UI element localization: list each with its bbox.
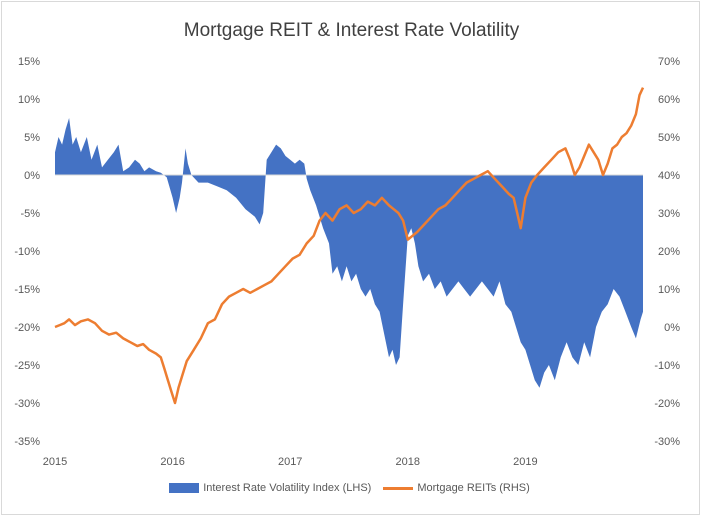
- x-tick-label: 2018: [396, 456, 420, 468]
- y-left-tick-label: 15%: [18, 56, 40, 68]
- y-right-tick-label: 30%: [658, 208, 680, 220]
- legend-label-reits: Mortgage REITs (RHS): [417, 482, 530, 494]
- y-left-tick-label: -15%: [14, 284, 40, 296]
- chart-title: Mortgage REIT & Interest Rate Volatility: [183, 20, 520, 41]
- y-right-tick-label: 10%: [658, 284, 680, 296]
- y-right-tick-label: 70%: [658, 56, 680, 68]
- y-left-tick-label: 10%: [18, 94, 40, 106]
- chart-legend: Interest Rate Volatility Index (LHS) Mor…: [0, 482, 699, 494]
- legend-item-reits: Mortgage REITs (RHS): [383, 482, 530, 494]
- x-tick-label: 2017: [278, 456, 302, 468]
- legend-swatch-line: [383, 486, 414, 490]
- y-right-tick-label: 20%: [658, 246, 680, 258]
- y-left-tick-label: -5%: [20, 208, 40, 220]
- series-line-reits: [54, 87, 645, 405]
- legend-label-volatility: Interest Rate Volatility Index (LHS): [203, 482, 372, 494]
- y-left-tick-label: -20%: [14, 322, 40, 334]
- x-tick-label: 2016: [160, 456, 184, 468]
- y-right-tick-label: 0%: [664, 322, 680, 334]
- x-tick-label: 2019: [513, 456, 537, 468]
- y-right-tick-label: 60%: [658, 94, 680, 106]
- y-left-tick-label: -25%: [14, 360, 40, 372]
- y-left-tick-label: -35%: [14, 436, 40, 448]
- y-right-tick-label: -10%: [654, 360, 680, 372]
- x-tick-label: 2015: [43, 456, 67, 468]
- y-left-tick-label: 0%: [24, 170, 40, 182]
- y-right-tick-label: 50%: [658, 132, 680, 144]
- y-right-tick-label: -20%: [654, 398, 680, 410]
- y-left-tick-label: -30%: [14, 398, 40, 410]
- legend-item-volatility: Interest Rate Volatility Index (LHS): [169, 482, 371, 494]
- legend-swatch-area: [169, 483, 200, 493]
- y-left-tick-label: -10%: [14, 246, 40, 258]
- y-right-tick-label: 40%: [658, 170, 680, 182]
- y-right-tick-label: -30%: [654, 436, 680, 448]
- y-left-tick-label: 5%: [24, 132, 40, 144]
- series-area-volatility: [55, 118, 643, 388]
